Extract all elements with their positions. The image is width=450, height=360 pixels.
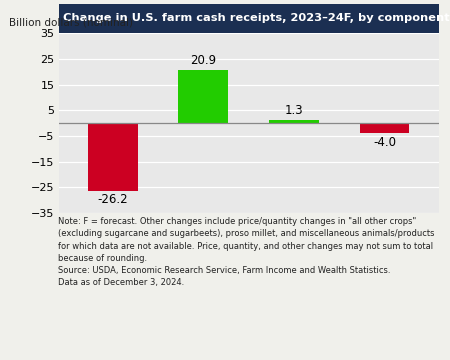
Text: Note: F = forecast. Other changes include price/quantity changes in "all other c: Note: F = forecast. Other changes includ…	[58, 217, 435, 287]
Bar	[269, 120, 319, 123]
Text: -4.0: -4.0	[373, 136, 396, 149]
Text: Change in U.S. farm cash receipts, 2023–24F, by component of change: Change in U.S. farm cash receipts, 2023–…	[63, 13, 450, 23]
Bar	[88, 123, 138, 190]
Text: 20.9: 20.9	[190, 54, 216, 67]
Bar	[179, 69, 228, 123]
Text: Billion dollars (nominal): Billion dollars (nominal)	[9, 18, 133, 28]
Text: -26.2: -26.2	[98, 193, 128, 206]
Text: 1.3: 1.3	[284, 104, 303, 117]
Bar	[360, 123, 410, 134]
